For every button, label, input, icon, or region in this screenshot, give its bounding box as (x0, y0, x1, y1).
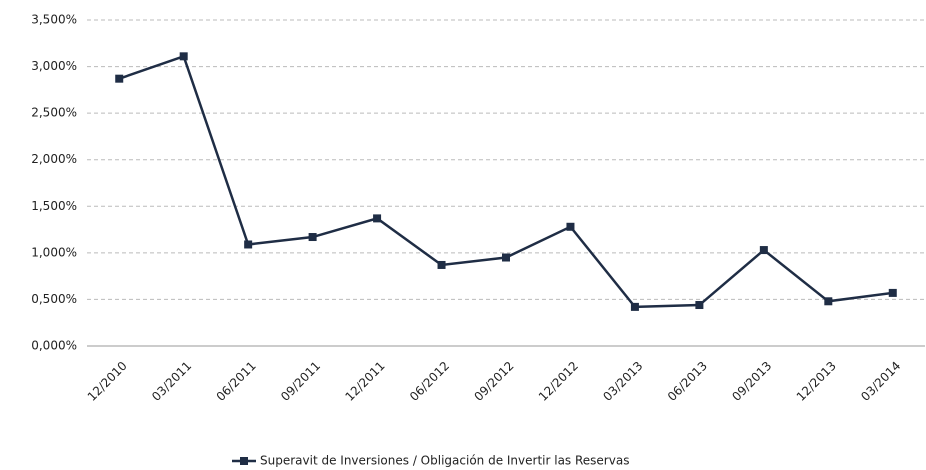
series-line (118, 54, 893, 309)
point-marker (888, 288, 897, 297)
point-marker (630, 302, 639, 311)
x-tick-label: 03/2013 (600, 359, 645, 404)
x-tick-label: 09/2013 (729, 359, 774, 404)
y-tick-label: 2,000% (31, 152, 77, 166)
x-tick-label: 09/2011 (278, 359, 323, 404)
point-marker (437, 260, 446, 269)
point-marker (759, 246, 768, 255)
y-tick-label: 3,000% (31, 59, 77, 73)
x-tick-label: 06/2013 (665, 359, 710, 404)
point-marker (502, 253, 510, 262)
y-tick-label: 0,500% (31, 292, 77, 306)
legend-label: Superavit de Inversiones / Obligación de… (260, 454, 629, 468)
x-tick-label: 12/2012 (536, 359, 581, 404)
y-tick-label: 1,500% (31, 199, 77, 213)
y-tick-label: 3,500% (31, 13, 77, 27)
x-tick-label: 12/2011 (343, 359, 388, 404)
x-tick-label: 09/2012 (471, 359, 516, 404)
y-tick-label: 0,000% (31, 339, 77, 353)
x-tick-label: 12/2010 (85, 359, 130, 404)
y-tick-label: 1,000% (31, 245, 77, 259)
point-marker (179, 52, 188, 61)
x-tick-label: 06/2012 (407, 359, 452, 404)
x-tick-label: 03/2014 (858, 359, 903, 404)
point-marker (308, 233, 317, 242)
point-marker (244, 240, 253, 249)
y-tick-label: 2,500% (31, 106, 77, 120)
point-marker (824, 297, 833, 306)
legend-marker (240, 457, 248, 465)
x-tick-label: 06/2011 (214, 359, 259, 404)
point-marker (566, 222, 575, 231)
x-tick-label: 03/2011 (149, 359, 194, 404)
x-tick-label: 12/2013 (794, 359, 839, 404)
point-marker (373, 214, 382, 223)
point-marker (695, 301, 704, 310)
point-marker (115, 74, 124, 83)
